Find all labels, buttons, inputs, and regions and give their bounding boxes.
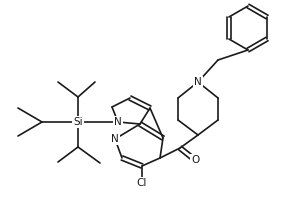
Text: Si: Si <box>73 117 83 127</box>
Text: O: O <box>191 155 199 165</box>
Text: N: N <box>194 77 202 87</box>
Text: N: N <box>111 134 119 144</box>
Text: Cl: Cl <box>137 178 147 188</box>
Text: N: N <box>114 117 122 127</box>
